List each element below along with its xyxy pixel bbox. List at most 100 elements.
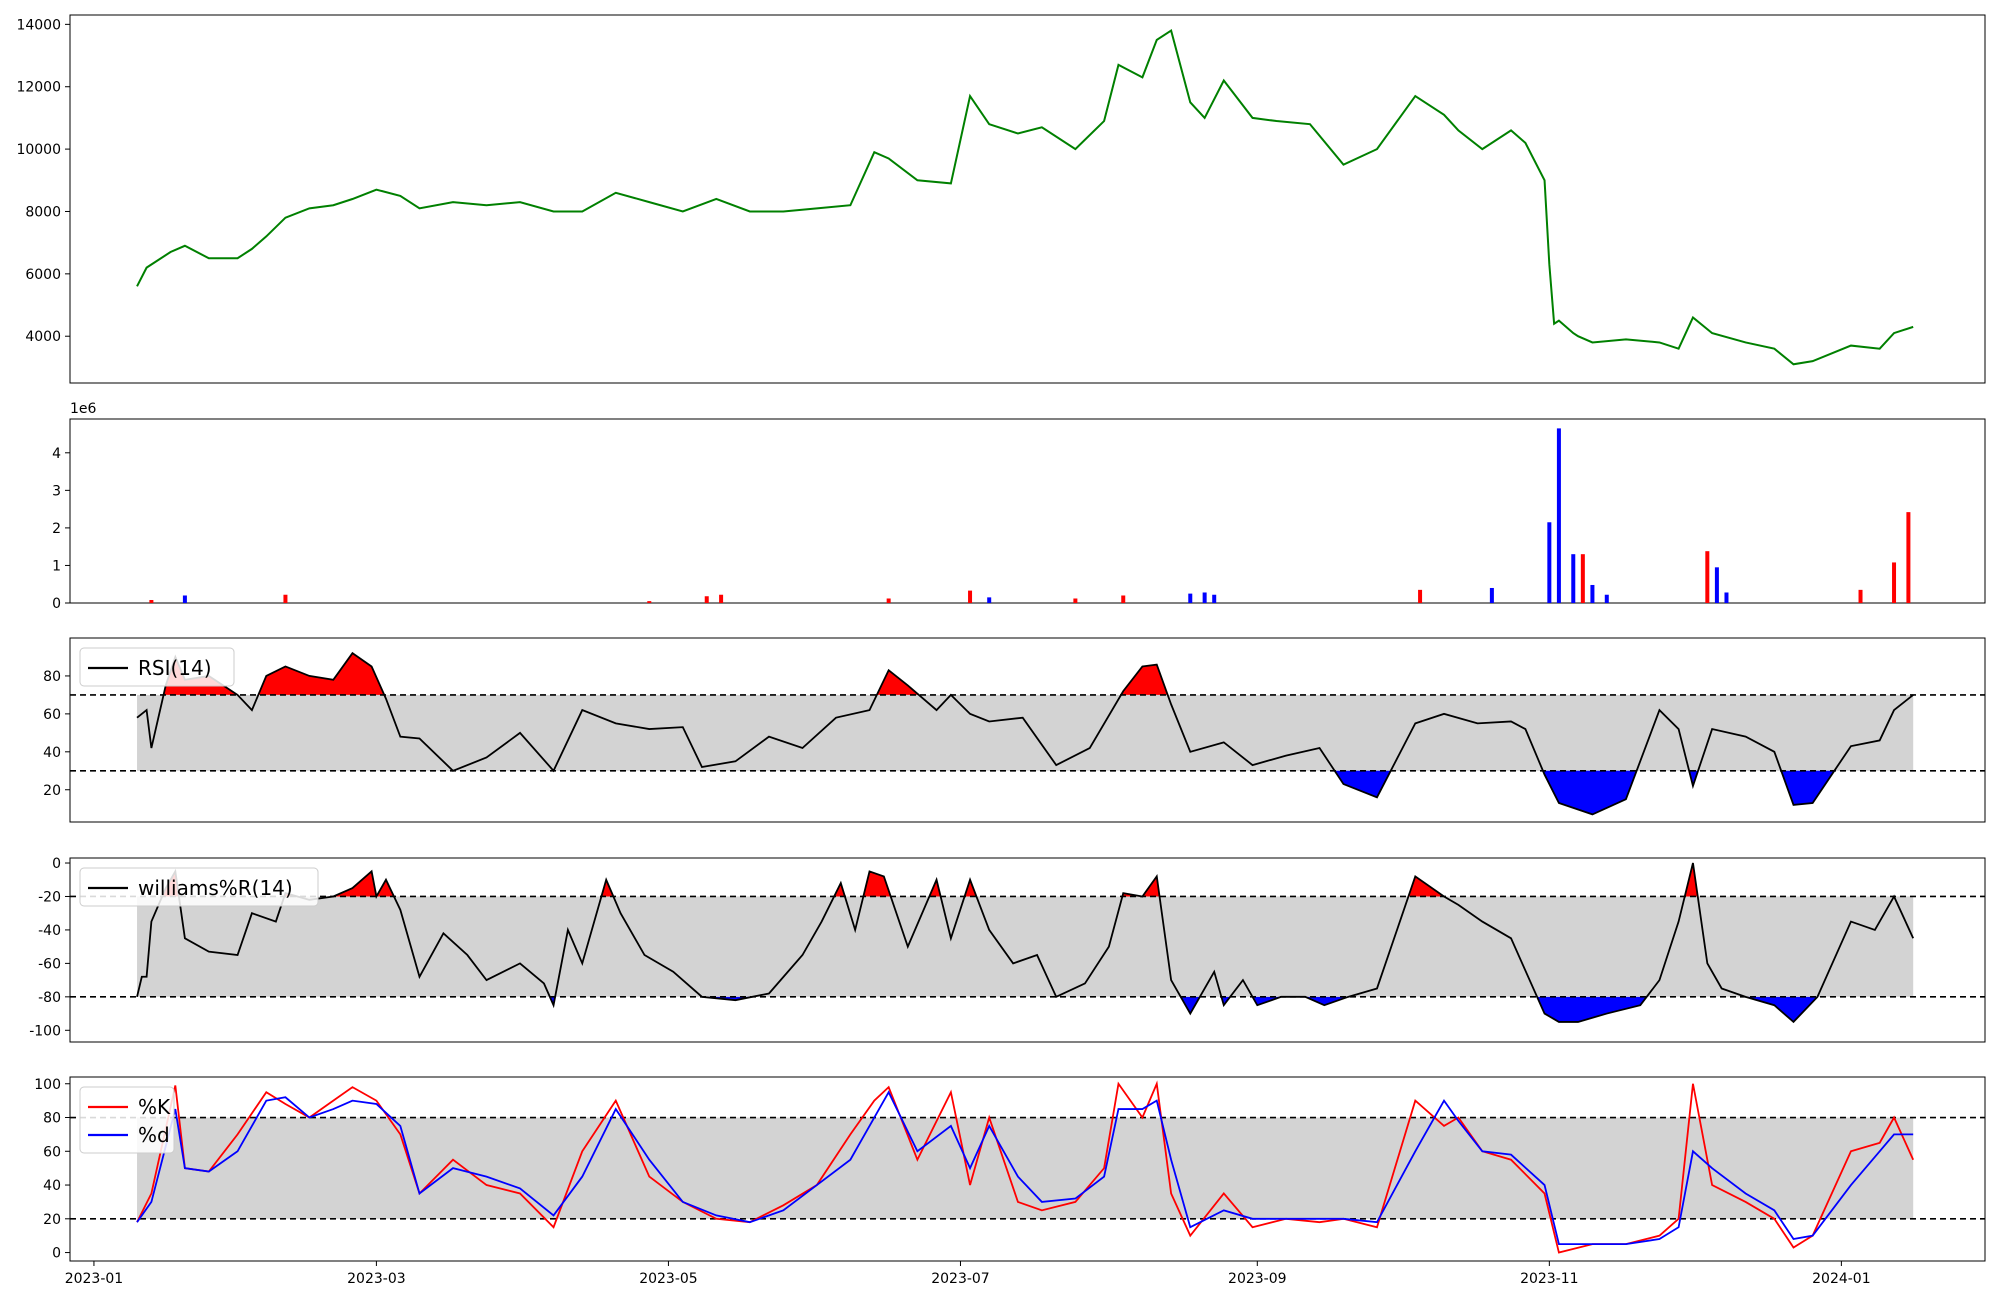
williams-legend-label: williams%R(14)	[138, 876, 293, 900]
stochastic-d-line	[136, 1090, 1914, 1246]
volume-bar	[1418, 589, 1423, 603]
volume-bar	[1714, 567, 1719, 603]
price-ytick-label: 4000	[25, 329, 61, 345]
rsi-legend-label: RSI(14)	[138, 656, 212, 680]
stochastic-ytick-label: 0	[52, 1246, 61, 1262]
volume-bar	[1489, 587, 1494, 603]
rsi-legend	[79, 647, 235, 687]
williams-ytick-label: -40	[38, 923, 61, 939]
williams-ytick-label: -20	[38, 889, 61, 905]
price-ytick-label: 8000	[25, 204, 61, 220]
williams-neutral-band	[137, 896, 1914, 997]
volume-panel: 0 1 2 3 4 1e6	[52, 401, 1986, 612]
volume-ytick-label: 1	[52, 558, 61, 574]
rsi-oversold-fill	[1689, 770, 1699, 786]
volume-bar	[1705, 551, 1710, 603]
volume-ytick-label: 0	[52, 596, 61, 612]
price-panel: 4000 6000 8000 10000 12000 14000	[16, 14, 1986, 384]
williams-oversold-fill	[1745, 996, 1818, 1022]
volume-bar	[1212, 594, 1217, 603]
volume-bar	[149, 599, 154, 603]
volume-bar	[283, 594, 288, 603]
rsi-oversold-fill	[1542, 770, 1637, 815]
williams-frame	[69, 857, 1986, 1043]
volume-bar	[1073, 598, 1078, 603]
price-ytick-label: 12000	[16, 80, 61, 96]
volume-bar	[968, 590, 973, 603]
rsi-overbought-fill	[1121, 664, 1168, 695]
price-ytick-label: 6000	[25, 267, 61, 283]
williams-overbought-fill	[376, 879, 394, 897]
rsi-ytick-label: 40	[43, 745, 61, 761]
stochastic-legend	[79, 1086, 175, 1154]
x-tick-label: 2023-03	[347, 1271, 406, 1287]
williams-ytick-label: -80	[38, 990, 61, 1006]
williams-oversold-fill	[1180, 996, 1200, 1014]
volume-bar	[1590, 584, 1595, 603]
volume-bar	[1906, 512, 1911, 603]
stochastic-ytick-label: 100	[34, 1077, 61, 1093]
stochastic-legend-label: %d	[138, 1123, 170, 1147]
rsi-overbought-fill	[876, 670, 919, 695]
rsi-ytick-label: 60	[43, 707, 61, 723]
volume-bar	[1580, 554, 1585, 603]
rsi-ytick-label: 80	[43, 669, 61, 685]
volume-bar	[182, 595, 187, 603]
volume-bar	[1571, 554, 1576, 603]
volume-bar	[1724, 592, 1729, 603]
williams-ytick-label: -100	[29, 1023, 61, 1039]
volume-frame	[69, 418, 1986, 604]
williams-ytick-label: -60	[38, 956, 61, 972]
williams-overbought-fill	[964, 879, 977, 897]
rsi-overbought-fill	[258, 653, 385, 695]
price-frame	[69, 14, 1986, 384]
williams-overbought-fill	[601, 879, 614, 897]
volume-offset-label: 1e6	[70, 401, 97, 417]
volume-bar	[1121, 595, 1126, 603]
volume-ytick-label: 3	[52, 483, 61, 499]
volume-bar	[987, 597, 992, 603]
x-tick-label: 2024-01	[1812, 1271, 1871, 1287]
volume-bar	[1188, 593, 1193, 603]
stochastic-ytick-label: 60	[43, 1144, 61, 1160]
rsi-oversold-fill	[1334, 770, 1391, 798]
volume-bar	[704, 596, 709, 603]
volume-bar	[1604, 594, 1609, 603]
price-ytick-label: 10000	[16, 142, 61, 158]
price-line	[136, 29, 1914, 366]
williams-panel: 0 -20 -40 -60 -80 -100 williams%R(14)	[29, 856, 1986, 1043]
stochastic-ytick-label: 20	[43, 1212, 61, 1228]
x-tick-label: 2023-05	[639, 1271, 698, 1287]
rsi-frame	[69, 637, 1986, 823]
stochastic-frame	[69, 1076, 1986, 1262]
williams-overbought-fill	[1684, 863, 1698, 897]
stochastic-ytick-label: 40	[43, 1178, 61, 1194]
volume-bar	[1547, 522, 1552, 603]
x-tick-label: 2023-11	[1520, 1271, 1579, 1287]
price-ytick-label: 14000	[16, 17, 61, 33]
stochastic-panel: 0 20 40 60 80 100 %K %d 2023-01 2023-03 2023-05 202…	[34, 1076, 1986, 1287]
williams-legend	[79, 867, 319, 907]
williams-overbought-fill	[834, 883, 845, 897]
williams-overbought-fill	[1408, 876, 1445, 897]
rsi-ytick-label: 20	[43, 783, 61, 799]
rsi-oversold-fill	[1781, 770, 1835, 805]
x-tick-label: 2023-07	[931, 1271, 990, 1287]
volume-bar	[1858, 589, 1863, 603]
williams-oversold-fill	[1537, 996, 1647, 1022]
williams-ytick-label: 0	[52, 856, 61, 872]
rsi-panel: 20 40 60 80 RSI(14)	[43, 637, 1986, 823]
volume-ytick-label: 4	[52, 446, 61, 462]
volume-bar	[1556, 428, 1561, 603]
rsi-line	[136, 651, 1914, 816]
x-tick-label: 2023-01	[65, 1271, 124, 1287]
volume-bar	[719, 594, 724, 603]
volume-bar	[1892, 562, 1897, 603]
volume-bar	[647, 601, 652, 603]
williams-overbought-fill	[929, 879, 941, 897]
x-tick-label: 2023-09	[1228, 1271, 1287, 1287]
rsi-neutral-band	[137, 694, 1914, 771]
volume-bar	[1202, 592, 1207, 603]
stochastic-ytick-label: 80	[43, 1111, 61, 1127]
